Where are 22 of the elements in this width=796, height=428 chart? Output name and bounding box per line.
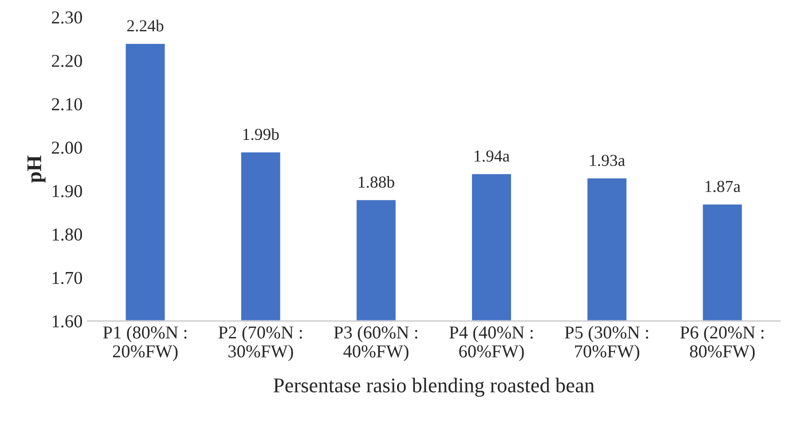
data-label: 1.94a — [474, 150, 510, 162]
y-tick-label: 2.20 — [52, 54, 82, 68]
x-tick-label: P6 (20%N : 80%FW) — [680, 326, 764, 362]
x-tick-label: P5 (30%N : 70%FW) — [564, 326, 648, 362]
data-label: 1.93a — [590, 154, 626, 166]
x-tick-label: P3 (60%N : 40%FW) — [334, 326, 418, 362]
y-tick-label: 2.30 — [52, 11, 82, 24]
data-label: 1.99b — [243, 128, 279, 140]
data-label: 2.24b — [127, 20, 164, 32]
y-tick-label: 2.00 — [52, 142, 82, 154]
x-tick-label: P4 (40%N : 60%FW) — [449, 326, 533, 362]
x-axis-title: Persentase rasio blending roasted bean — [274, 378, 594, 397]
y-tick-label: 1.60 — [52, 315, 82, 328]
data-label: 1.88b — [358, 176, 394, 188]
y-tick-label: 1.80 — [52, 228, 82, 241]
x-tick-label: P2 (70%N : 30%FW) — [218, 326, 302, 362]
y-tick-label: 2.10 — [52, 98, 82, 110]
data-label: 1.87a — [706, 180, 740, 192]
y-tick-label: 1.70 — [52, 272, 82, 284]
x-tick-label: P1 (80%N : 20%FW) — [103, 326, 186, 362]
y-tick-label: 1.90 — [52, 185, 82, 198]
y-axis-title: pH — [27, 156, 46, 183]
